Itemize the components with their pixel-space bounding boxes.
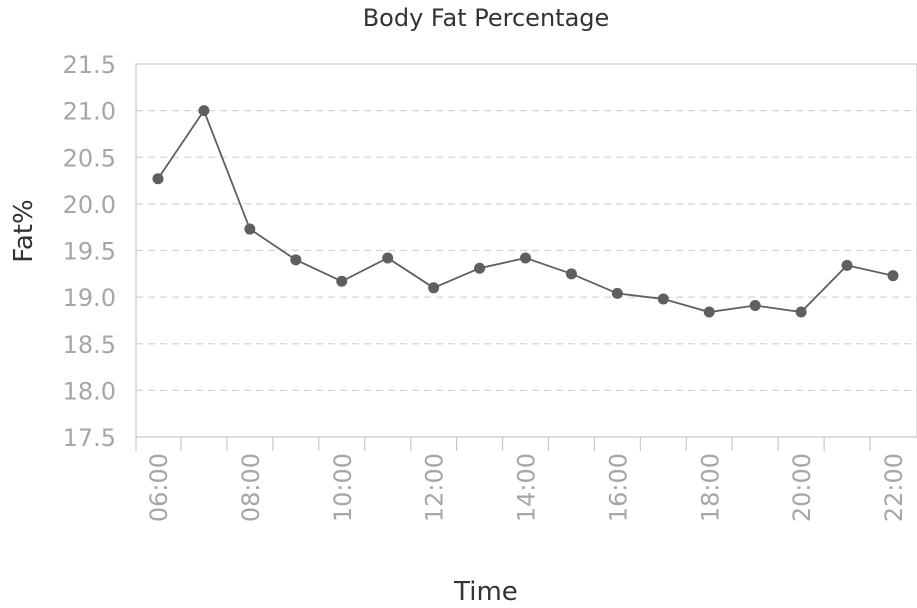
gridlines <box>136 110 917 391</box>
x-tick-label: 18:00 <box>696 453 724 522</box>
data-point <box>795 306 807 318</box>
data-point <box>611 287 623 299</box>
x-tick-label: 20:00 <box>788 453 816 522</box>
series-line <box>157 108 894 313</box>
x-tick-label: 16:00 <box>604 453 632 522</box>
data-point <box>703 306 715 318</box>
x-axis-label: Time <box>453 577 518 607</box>
data-point <box>152 173 164 185</box>
data-point <box>474 262 486 274</box>
data-point <box>290 254 302 266</box>
data-point <box>841 259 853 271</box>
x-tick-label: 10:00 <box>329 453 357 522</box>
y-tick-label: 19.5 <box>63 238 116 266</box>
data-point <box>657 293 669 305</box>
data-point <box>887 270 899 282</box>
data-point <box>382 252 394 264</box>
x-tick-label: 06:00 <box>145 453 173 522</box>
data-point <box>749 300 761 312</box>
data-point <box>520 252 531 264</box>
chart-title: Body Fat Percentage <box>363 4 610 32</box>
y-tick-label: 18.5 <box>63 331 116 359</box>
data-point <box>428 282 440 294</box>
y-tick-label: 21.5 <box>63 51 116 79</box>
data-point <box>336 275 348 287</box>
x-axis-ticks: 06:00 08:00 10:00 12:00 14:00 16:00 18:00 20:00… <box>135 437 908 522</box>
y-tick-label: 18.0 <box>63 377 116 405</box>
y-axis-ticks: 17.5 18.0 18.5 19.0 19.5 20.0 20.5 21.0 21.5 <box>63 51 116 452</box>
y-axis-label: Fat% <box>9 199 39 262</box>
x-tick-label: 08:00 <box>237 453 265 522</box>
data-point <box>244 223 256 235</box>
y-tick-label: 20.0 <box>63 191 116 219</box>
x-tick-label: 14:00 <box>513 453 541 522</box>
y-tick-label: 19.0 <box>63 284 116 312</box>
data-point <box>565 268 577 280</box>
y-tick-label: 20.5 <box>63 144 116 172</box>
x-tick-label: 22:00 <box>880 453 908 522</box>
x-tick-label: 12:00 <box>421 453 449 522</box>
data-point <box>198 105 210 117</box>
plot-frame <box>135 63 917 438</box>
data-series <box>152 105 899 318</box>
y-tick-label: 17.5 <box>63 424 116 452</box>
y-tick-label: 21.0 <box>63 98 116 126</box>
